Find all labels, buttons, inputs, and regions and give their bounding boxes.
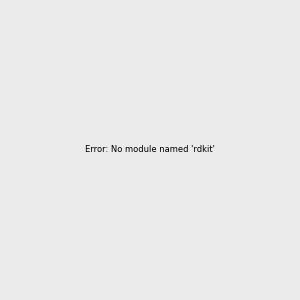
Text: Error: No module named 'rdkit': Error: No module named 'rdkit' [85,146,215,154]
